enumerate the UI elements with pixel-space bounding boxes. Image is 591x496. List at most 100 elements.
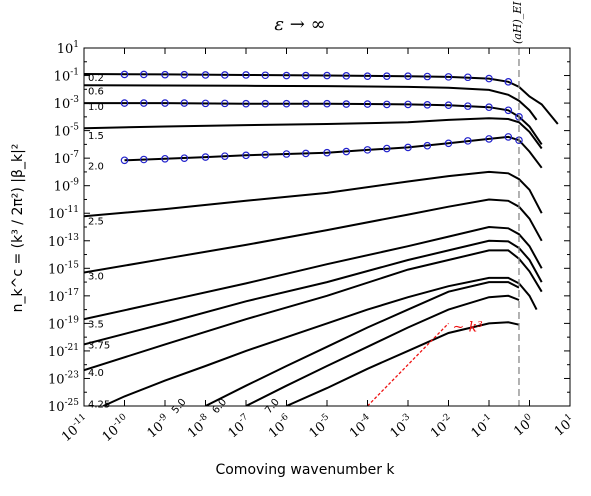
marker-0.2 bbox=[140, 70, 148, 79]
x-tick-label: 101 bbox=[551, 412, 579, 439]
series-line-1.5 bbox=[84, 117, 543, 150]
marker-1.0 bbox=[302, 99, 310, 108]
marker-1.0 bbox=[261, 99, 270, 108]
marker-0.2 bbox=[302, 71, 310, 80]
series-line-4.0 bbox=[84, 249, 543, 372]
marker-2.0 bbox=[383, 144, 391, 153]
marker-2.0 bbox=[323, 148, 331, 157]
y-tick-label: 10-17 bbox=[48, 288, 79, 305]
y-tick-label: 10-21 bbox=[48, 343, 79, 360]
y-tick-label: 10-15 bbox=[48, 260, 79, 277]
curves-layer bbox=[84, 73, 559, 406]
y-tick-label: 10-5 bbox=[54, 123, 80, 140]
series-label-3.75: 3.75 bbox=[88, 340, 110, 351]
marker-0.2 bbox=[180, 70, 189, 79]
y-tick-label: 101 bbox=[57, 40, 79, 57]
series-label-1.5: 1.5 bbox=[88, 131, 104, 142]
y-tick-label: 10-23 bbox=[48, 370, 79, 387]
marker-1.0 bbox=[363, 100, 372, 108]
marker-0.2 bbox=[261, 71, 270, 80]
marker-2.0 bbox=[140, 155, 148, 164]
marker-2.0 bbox=[261, 150, 270, 159]
y-tick-label: 10-11 bbox=[48, 205, 79, 222]
x-tick-label: 10-3 bbox=[386, 412, 417, 441]
marker-1.0 bbox=[383, 100, 391, 109]
marker-2.0 bbox=[180, 154, 189, 162]
marker-0.2 bbox=[221, 71, 229, 79]
series-line-0.6 bbox=[84, 84, 538, 121]
overlay-layer: ~ k³ (aH)_EI bbox=[367, 1, 524, 407]
y-tick-label: 10-9 bbox=[54, 178, 80, 195]
markers-layer bbox=[120, 70, 523, 165]
reference-line-k3 bbox=[367, 322, 449, 407]
reference-line-label: ~ k³ bbox=[453, 319, 484, 335]
marker-1.0 bbox=[404, 100, 412, 109]
marker-0.2 bbox=[485, 74, 493, 83]
marker-2.0 bbox=[302, 149, 310, 158]
marker-0.2 bbox=[383, 72, 391, 80]
marker-0.2 bbox=[404, 72, 412, 80]
y-tick-label: 10-13 bbox=[48, 233, 79, 250]
x-tick-label: 100 bbox=[510, 412, 538, 440]
series-label-0.2: 0.2 bbox=[88, 73, 104, 84]
series-label-4.25: 4.25 bbox=[88, 400, 110, 411]
y-tick-label: 10-3 bbox=[54, 95, 80, 112]
marker-0.2 bbox=[161, 70, 169, 79]
y-axis-label: n_k^c = (k³ / 2π²) |β_k|² bbox=[10, 144, 26, 313]
marker-1.0 bbox=[464, 102, 472, 110]
series-line-3.5 bbox=[84, 225, 543, 321]
marker-2.0 bbox=[485, 135, 493, 143]
axes-layer: 10-11 10-10 10-9 10-8 10-7 10-6 10-5 10-4 10-3 10… bbox=[48, 40, 579, 445]
marker-1.0 bbox=[242, 99, 250, 108]
marker-0.2 bbox=[242, 71, 250, 79]
x-axis-label: Comoving wavenumber k bbox=[215, 462, 395, 478]
marker-0.2 bbox=[342, 72, 351, 80]
marker-2.0 bbox=[504, 133, 513, 141]
marker-2.0 bbox=[161, 154, 169, 163]
marker-2.0 bbox=[342, 147, 351, 156]
x-tick-label: 10-10 bbox=[98, 412, 133, 445]
series-line-4.25 bbox=[102, 276, 538, 406]
marker-1.0 bbox=[504, 106, 513, 115]
series-label-3.5: 3.5 bbox=[88, 319, 104, 330]
marker-2.0 bbox=[404, 143, 412, 152]
marker-1.0 bbox=[140, 99, 148, 107]
marker-1.0 bbox=[161, 99, 169, 107]
y-tick-label: 10-1 bbox=[54, 68, 79, 85]
marker-1.0 bbox=[221, 99, 229, 108]
marker-1.0 bbox=[282, 99, 291, 108]
series-line-2.5 bbox=[84, 170, 543, 218]
y-tick-label: 10-19 bbox=[48, 315, 79, 332]
x-tick-label: 10-8 bbox=[184, 412, 215, 441]
marker-2.0 bbox=[201, 153, 210, 161]
series-label-4.0: 4.0 bbox=[88, 368, 104, 379]
marker-0.2 bbox=[201, 71, 210, 79]
marker-2.0 bbox=[423, 141, 432, 150]
marker-2.0 bbox=[282, 150, 291, 158]
marker-0.2 bbox=[504, 78, 513, 86]
series-line-0.2 bbox=[84, 73, 559, 125]
marker-2.0 bbox=[242, 151, 250, 160]
marker-0.2 bbox=[464, 73, 472, 82]
marker-1.0 bbox=[423, 100, 432, 109]
marker-1.0 bbox=[323, 99, 331, 108]
marker-1.0 bbox=[180, 99, 189, 107]
marker-2.0 bbox=[221, 152, 229, 160]
series-line-1.0 bbox=[84, 102, 543, 145]
vline-label: (aH)_EI bbox=[511, 1, 524, 44]
y-tick-label: 10-7 bbox=[54, 150, 80, 167]
x-tick-label: 10-9 bbox=[143, 412, 174, 441]
marker-0.2 bbox=[423, 72, 432, 81]
marker-0.2 bbox=[120, 70, 129, 79]
x-tick-label: 10-5 bbox=[305, 412, 336, 441]
marker-2.0 bbox=[444, 139, 453, 148]
marker-2.0 bbox=[464, 137, 472, 145]
series-line-3.0 bbox=[84, 198, 543, 274]
x-tick-label: 10-6 bbox=[265, 412, 296, 441]
marker-1.0 bbox=[201, 99, 210, 108]
marker-1.0 bbox=[485, 103, 493, 112]
y-tick-label: 10-25 bbox=[48, 398, 79, 415]
x-tick-label: 10-1 bbox=[467, 412, 497, 441]
x-tick-label: 10-4 bbox=[346, 412, 377, 441]
marker-1.0 bbox=[444, 101, 453, 110]
